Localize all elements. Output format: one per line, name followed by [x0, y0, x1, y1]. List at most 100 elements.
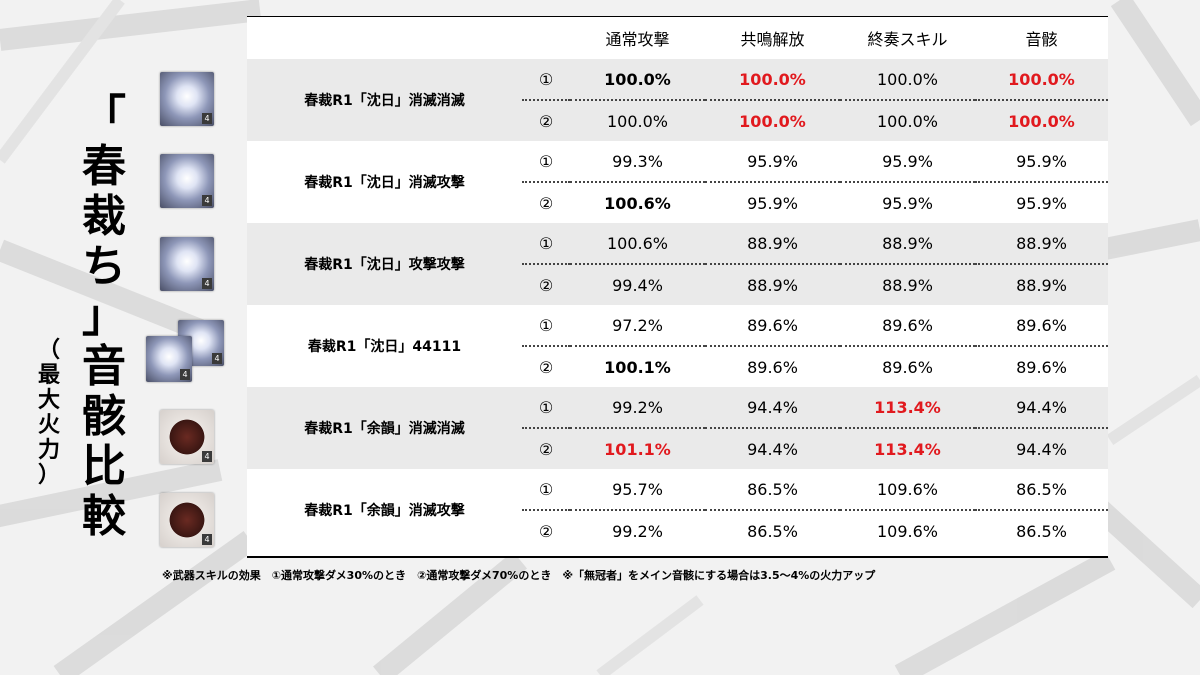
- value-cell: 100.1%: [604, 357, 671, 377]
- table-cell: 95.7%: [570, 469, 705, 511]
- table-cell: 88.9%: [840, 264, 975, 305]
- value-cell: 89.6%: [747, 357, 798, 377]
- value-cell: 86.5%: [1016, 521, 1067, 541]
- echo-icon: 4: [160, 410, 214, 464]
- value-cell: 95.9%: [1016, 151, 1067, 171]
- vertical-subtitle: （ 最 大 火 力 ）: [34, 338, 64, 488]
- subtitle-char: 火: [37, 413, 60, 438]
- table-cell: 113.4%: [840, 428, 975, 469]
- table-cell: 100.0%: [705, 59, 840, 101]
- subtitle-char: ）: [37, 463, 60, 488]
- value-cell: 100.0%: [606, 111, 668, 131]
- value-cell: 94.4%: [747, 439, 798, 459]
- build-name: 春裁R1「余韻」消滅消滅: [247, 387, 522, 469]
- table-cell: 94.4%: [705, 387, 840, 429]
- value-cell: 95.9%: [1016, 193, 1067, 213]
- value-cell: 109.6%: [876, 521, 938, 541]
- column-header: 終奏スキル: [867, 30, 948, 49]
- value-cell: 89.6%: [882, 315, 933, 335]
- table-cell: 109.6%: [840, 469, 975, 511]
- case-index: ①: [522, 59, 570, 101]
- table-cell: 95.9%: [840, 141, 975, 183]
- title-char: 」: [82, 291, 126, 342]
- title-char: ち: [82, 241, 126, 292]
- value-cell: 113.4%: [874, 439, 941, 459]
- table-cell: 89.6%: [705, 346, 840, 387]
- value-cell: 100.0%: [876, 69, 938, 89]
- value-cell: 89.6%: [747, 315, 798, 335]
- table-cell: 94.4%: [705, 428, 840, 469]
- value-cell: 88.9%: [747, 233, 798, 253]
- rank-badge: 4: [202, 451, 212, 462]
- value-cell: 88.9%: [1016, 233, 1067, 253]
- table-cell: 94.4%: [975, 428, 1108, 469]
- case-index: ②: [522, 100, 570, 141]
- echo-icons-column: 4 4 4 4 4 4 4: [140, 0, 230, 560]
- value-cell: 100.6%: [604, 193, 671, 213]
- table-cell: 86.5%: [705, 469, 840, 511]
- table-cell: 100.0%: [705, 100, 840, 141]
- table-row: 春裁R1「余韻」消滅消滅 ① 99.2% 94.4% 113.4% 94.4%: [247, 387, 1108, 469]
- comparison-table: 通常攻撃 共鳴解放 終奏スキル 音骸 春裁R1「沈日」消滅消滅 ① 100.0% 10…: [247, 17, 1108, 551]
- table-row: ② 100.6% 95.9% 95.9% 95.9%: [247, 182, 1108, 223]
- value-cell: 100.0%: [876, 111, 938, 131]
- table-cell: 100.0%: [570, 59, 705, 101]
- value-cell: 89.6%: [882, 357, 933, 377]
- case-index: ①: [522, 469, 570, 511]
- table-cell: 100.0%: [975, 100, 1108, 141]
- value-cell: 113.4%: [874, 397, 941, 417]
- rank-badge: 4: [202, 534, 212, 545]
- table-cell: 88.9%: [975, 264, 1108, 305]
- value-cell: 86.5%: [1016, 479, 1067, 499]
- case-index: ①: [522, 141, 570, 183]
- value-cell: 99.2%: [612, 397, 663, 417]
- subtitle-char: 力: [37, 438, 60, 463]
- value-cell: 99.4%: [612, 275, 663, 295]
- echo-icon: 4: [160, 154, 214, 208]
- value-cell: 95.9%: [747, 151, 798, 171]
- table-cell: 86.5%: [975, 510, 1108, 551]
- value-cell: 94.4%: [1016, 397, 1067, 417]
- table-cell: 86.5%: [975, 469, 1108, 511]
- value-cell: 89.6%: [1016, 357, 1067, 377]
- subtitle-char: 大: [37, 388, 60, 413]
- value-cell: 86.5%: [747, 479, 798, 499]
- table-cell: 100.0%: [840, 59, 975, 101]
- value-cell: 88.9%: [882, 275, 933, 295]
- table-cell: 99.2%: [570, 387, 705, 429]
- table-cell: 89.6%: [705, 305, 840, 347]
- value-cell: 101.1%: [604, 439, 671, 459]
- table-cell: 89.6%: [975, 346, 1108, 387]
- rank-badge: 4: [202, 113, 212, 124]
- table-cell: 88.9%: [975, 223, 1108, 265]
- value-cell: 97.2%: [612, 315, 663, 335]
- table-row: 春裁R1「沈日」消滅消滅 ① 100.0% 100.0% 100.0% 100.0%: [247, 59, 1108, 141]
- value-cell: 86.5%: [747, 521, 798, 541]
- table-cell: 97.2%: [570, 305, 705, 347]
- value-cell: 88.9%: [1016, 275, 1067, 295]
- case-index: ①: [522, 387, 570, 429]
- column-header: 通常攻撃: [605, 30, 670, 49]
- table-cell: 89.6%: [840, 346, 975, 387]
- build-name: 春裁R1「沈日」消滅攻撃: [304, 175, 465, 191]
- column-header: 音骸: [1025, 30, 1058, 49]
- value-cell: 99.2%: [612, 521, 663, 541]
- table-cell: 88.9%: [705, 223, 840, 265]
- value-cell: 95.9%: [882, 193, 933, 213]
- table-cell: 100.0%: [975, 59, 1108, 101]
- build-name: 春裁R1「余韻」消滅攻撃: [304, 503, 465, 519]
- value-cell: 88.9%: [882, 233, 933, 253]
- table-cell: 88.9%: [705, 264, 840, 305]
- value-cell: 100.0%: [604, 69, 671, 89]
- subtitle-char: （: [37, 338, 60, 363]
- value-cell: 100.0%: [1008, 111, 1075, 131]
- table-row: ② 99.2% 86.5% 109.6% 86.5%: [247, 510, 1108, 551]
- title-char: 「: [82, 91, 126, 142]
- value-cell: 109.6%: [876, 479, 938, 499]
- value-cell: 100.0%: [739, 69, 806, 89]
- echo-icon: 4: [160, 493, 214, 547]
- title-char: 比: [82, 441, 126, 492]
- value-cell: 95.7%: [612, 479, 663, 499]
- case-index: ②: [538, 193, 554, 213]
- echo-icon: 4: [160, 237, 214, 291]
